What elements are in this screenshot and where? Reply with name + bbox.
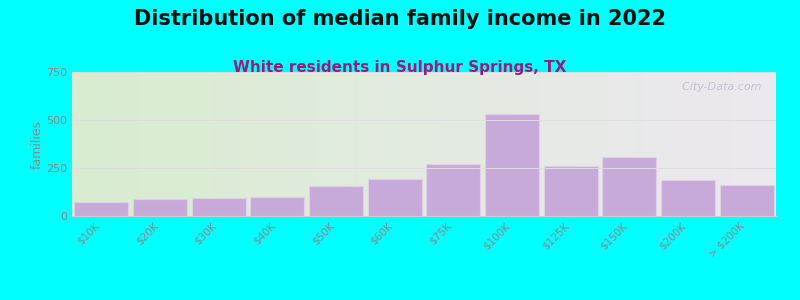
Bar <box>485 114 539 216</box>
Bar <box>368 178 422 216</box>
Bar <box>192 198 246 216</box>
Bar <box>720 185 774 216</box>
Bar <box>250 197 304 216</box>
Bar <box>602 158 656 216</box>
Bar <box>133 199 187 216</box>
Bar <box>661 181 715 216</box>
Text: White residents in Sulphur Springs, TX: White residents in Sulphur Springs, TX <box>234 60 566 75</box>
Text: City-Data.com: City-Data.com <box>675 82 762 92</box>
Bar <box>426 164 480 216</box>
Bar <box>74 202 128 216</box>
Bar <box>544 166 598 216</box>
Text: Distribution of median family income in 2022: Distribution of median family income in … <box>134 9 666 29</box>
Y-axis label: families: families <box>30 119 43 169</box>
Bar <box>309 186 363 216</box>
